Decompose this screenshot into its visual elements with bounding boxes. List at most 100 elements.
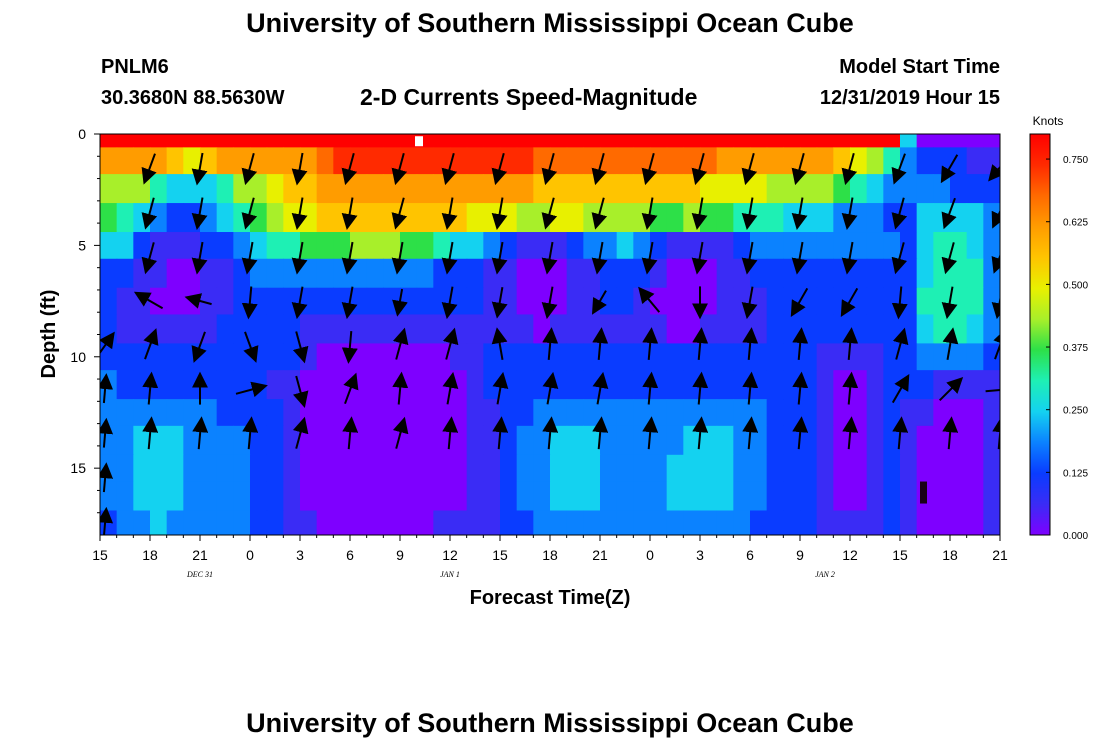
heat-cell bbox=[266, 258, 284, 289]
heat-cell bbox=[233, 134, 251, 148]
heat-cell bbox=[366, 425, 384, 456]
y-tick-label: 5 bbox=[78, 237, 86, 253]
heat-cell bbox=[866, 147, 884, 175]
plot-subtitle: 2-D Currents Speed-Magnitude bbox=[360, 84, 698, 110]
heat-cell bbox=[533, 314, 551, 345]
x-tick-label: 9 bbox=[396, 547, 404, 563]
heat-cell bbox=[433, 174, 451, 204]
heat-cell bbox=[466, 454, 484, 483]
heat-cell bbox=[100, 510, 118, 535]
heat-cell bbox=[133, 454, 151, 483]
heat-cell bbox=[850, 258, 868, 289]
heat-cell bbox=[366, 258, 384, 289]
heat-cell bbox=[700, 287, 718, 316]
heat-cell bbox=[700, 481, 718, 512]
heat-cell bbox=[200, 147, 218, 175]
heat-cell bbox=[633, 134, 651, 148]
heat-cell bbox=[233, 481, 251, 512]
heat-cell bbox=[150, 258, 168, 289]
heat-cell bbox=[433, 510, 451, 535]
current-arrow bbox=[742, 416, 759, 450]
heat-cell bbox=[833, 287, 851, 316]
current-arrow bbox=[591, 153, 608, 186]
heat-cell bbox=[600, 454, 618, 483]
heat-cell bbox=[916, 510, 934, 535]
heat-cell bbox=[216, 454, 234, 483]
heat-cell bbox=[916, 454, 934, 483]
current-arrow bbox=[491, 241, 508, 275]
heat-cell bbox=[150, 481, 168, 512]
heat-cell bbox=[166, 147, 184, 175]
heat-cell bbox=[766, 343, 784, 371]
heat-cell bbox=[716, 454, 734, 483]
heat-cell bbox=[100, 147, 118, 175]
heat-cell bbox=[400, 258, 418, 289]
heat-cell bbox=[666, 454, 684, 483]
heat-cell bbox=[650, 370, 668, 400]
date-label: DEC 31 bbox=[186, 570, 213, 579]
heat-cell bbox=[433, 454, 451, 483]
heat-cell bbox=[183, 481, 201, 512]
heat-cell bbox=[483, 343, 501, 371]
heat-cell bbox=[916, 370, 934, 400]
heat-cell bbox=[633, 425, 651, 456]
y-tick-label: 15 bbox=[70, 460, 86, 476]
heat-cell bbox=[716, 343, 734, 371]
heat-cell bbox=[566, 481, 584, 512]
heat-cell bbox=[900, 343, 918, 371]
current-arrow bbox=[292, 331, 309, 364]
heat-cell bbox=[550, 203, 568, 233]
heat-cell bbox=[133, 174, 151, 204]
heat-cell bbox=[433, 370, 451, 400]
current-arrow bbox=[642, 327, 659, 360]
x-axis: 15 18 21 0 3 6 9 12 15 18 21 0 3 6 9 12 15 18 21 DEC 31 JAN … bbox=[92, 535, 1008, 579]
heat-cell bbox=[400, 510, 418, 535]
heat-cell bbox=[366, 287, 384, 316]
heat-cell bbox=[366, 232, 384, 260]
heat-cell bbox=[800, 454, 818, 483]
heat-cell bbox=[116, 203, 134, 233]
heat-cell bbox=[816, 258, 834, 289]
current-arrow bbox=[141, 242, 158, 275]
heat-cell bbox=[350, 134, 368, 148]
heat-cell bbox=[850, 203, 868, 233]
heat-cell bbox=[200, 232, 218, 260]
current-arrow bbox=[291, 152, 308, 186]
heat-cell bbox=[500, 203, 518, 233]
heat-cell bbox=[566, 370, 584, 400]
heat-cell bbox=[900, 481, 918, 512]
current-arrow bbox=[842, 371, 859, 405]
heat-cell bbox=[150, 343, 168, 371]
current-arrow bbox=[142, 371, 159, 405]
heat-cell bbox=[666, 343, 684, 371]
station-coordinates: 30.3680N 88.5630W bbox=[101, 87, 285, 109]
current-arrow bbox=[491, 327, 508, 360]
heat-cell bbox=[700, 343, 718, 371]
heat-cell bbox=[300, 314, 318, 345]
current-arrow bbox=[940, 154, 959, 184]
heat-cell bbox=[950, 399, 968, 427]
date-label: JAN 2 bbox=[815, 570, 835, 579]
heat-cell bbox=[183, 370, 201, 400]
heat-cell bbox=[183, 425, 201, 456]
heat-cell bbox=[483, 232, 501, 260]
heat-cell bbox=[416, 147, 434, 175]
heat-cell bbox=[866, 287, 884, 316]
current-arrow bbox=[988, 164, 1000, 182]
heat-cell bbox=[400, 203, 418, 233]
heat-cell bbox=[283, 510, 301, 535]
heat-cell bbox=[933, 481, 951, 512]
heat-cell bbox=[516, 510, 534, 535]
heat-cell bbox=[516, 481, 534, 512]
x-tick-label: 12 bbox=[842, 547, 858, 563]
heat-cell bbox=[100, 232, 118, 260]
heat-cell bbox=[783, 454, 801, 483]
heat-cell bbox=[266, 174, 284, 204]
heat-cell bbox=[166, 370, 184, 400]
current-arrow bbox=[442, 371, 459, 405]
heat-cell bbox=[533, 510, 551, 535]
heat-cell bbox=[733, 174, 751, 204]
heat-cell bbox=[716, 134, 734, 148]
heat-cell bbox=[316, 174, 334, 204]
heat-cell bbox=[316, 287, 334, 316]
